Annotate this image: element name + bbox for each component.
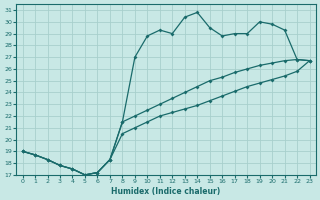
X-axis label: Humidex (Indice chaleur): Humidex (Indice chaleur) [111,187,221,196]
